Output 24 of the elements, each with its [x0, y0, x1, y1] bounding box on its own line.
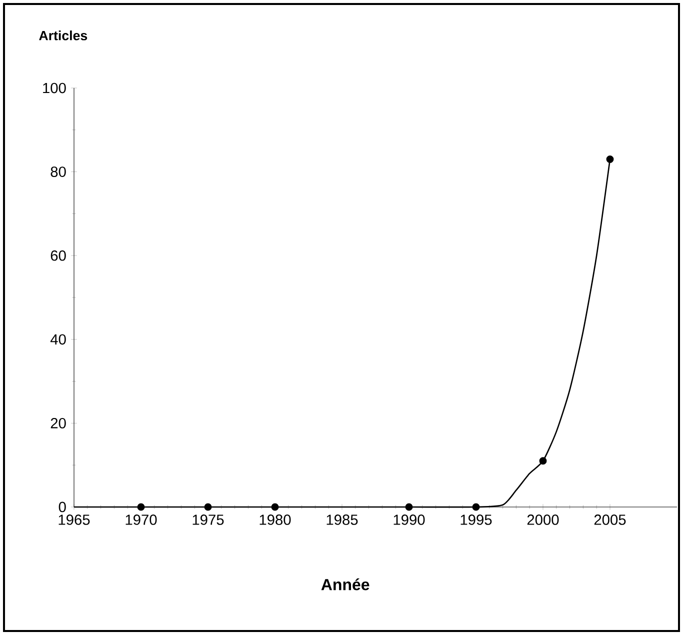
- x-tick-label: 1970: [126, 514, 157, 525]
- x-tick-label: 2005: [594, 514, 626, 525]
- x-tick-label: 1980: [260, 514, 291, 525]
- point: [137, 503, 145, 511]
- y-axis-title: Articles: [39, 30, 88, 40]
- point: [606, 155, 614, 163]
- point: [472, 503, 480, 511]
- y-tick-label: 80: [50, 166, 66, 177]
- y-tick-label: 0: [58, 502, 66, 512]
- point: [539, 457, 547, 465]
- y-tick-label: 40: [50, 334, 66, 345]
- x-tick-label: 2000: [527, 514, 559, 525]
- y-tick-label: 20: [50, 418, 66, 428]
- y-tick-label: 60: [50, 250, 66, 261]
- point: [271, 503, 279, 511]
- x-tick-label: 1975: [192, 514, 224, 525]
- x-tick-label: 1995: [460, 514, 492, 525]
- x-tick-label: 1965: [58, 514, 90, 525]
- x-tick-label: 1985: [326, 514, 358, 525]
- y-tick-label: 100: [43, 82, 66, 94]
- x-axis-title: Année: [321, 578, 370, 590]
- point: [405, 503, 413, 511]
- x-tick-label: 1990: [394, 514, 425, 525]
- point: [204, 503, 212, 511]
